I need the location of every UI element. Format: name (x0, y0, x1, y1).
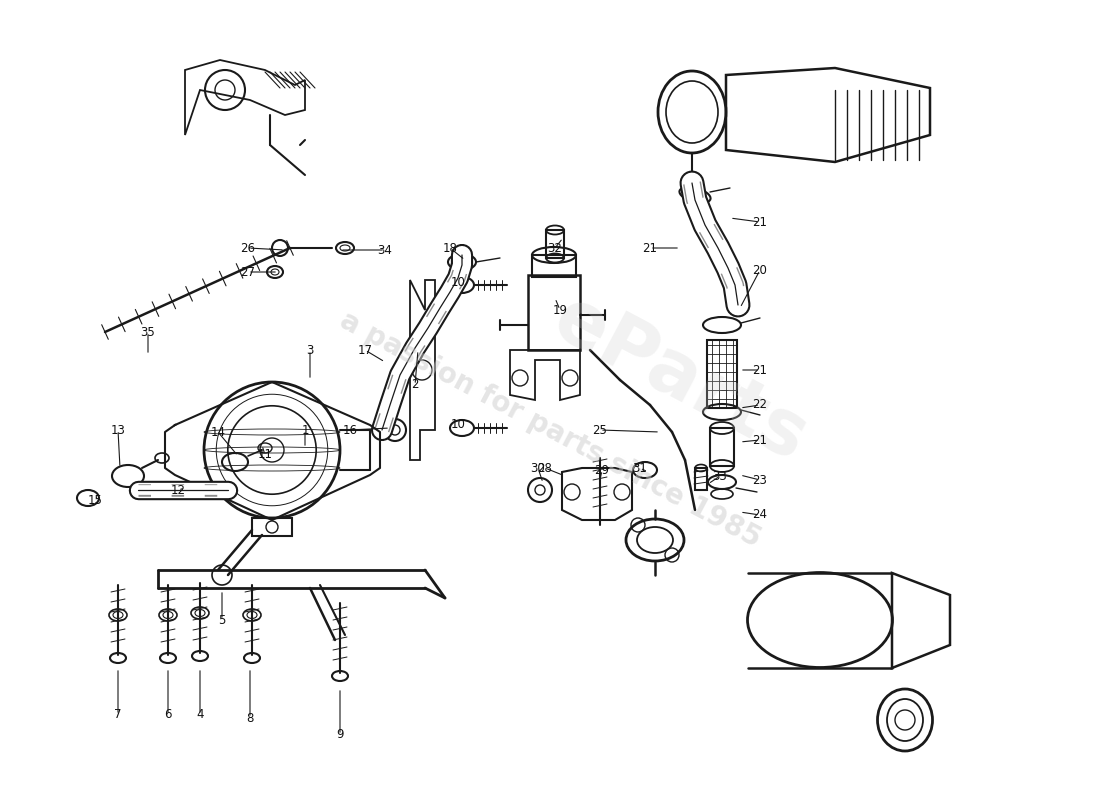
Bar (252, 518, 292, 536)
Bar (707, 340, 737, 408)
Bar (528, 275, 580, 350)
Text: 10: 10 (451, 275, 465, 289)
Text: 22: 22 (752, 398, 768, 411)
Bar (546, 230, 564, 258)
Bar (532, 255, 576, 277)
Text: 8: 8 (246, 711, 254, 725)
Text: 30: 30 (530, 462, 546, 474)
Text: 11: 11 (257, 449, 273, 462)
Text: 14: 14 (210, 426, 225, 438)
Text: 6: 6 (164, 709, 172, 722)
Text: 27: 27 (241, 266, 255, 278)
Text: eParts: eParts (540, 282, 820, 478)
Text: 23: 23 (752, 474, 768, 486)
Text: 4: 4 (196, 709, 204, 722)
Text: 1: 1 (301, 423, 309, 437)
Text: 10: 10 (451, 418, 465, 431)
Text: 24: 24 (752, 509, 768, 522)
Text: 7: 7 (114, 709, 122, 722)
Text: a passion for parts since 1985: a passion for parts since 1985 (334, 306, 766, 554)
Text: 12: 12 (170, 483, 186, 497)
Text: 16: 16 (342, 423, 358, 437)
Text: 25: 25 (593, 423, 607, 437)
Text: 21: 21 (752, 434, 768, 446)
Text: 31: 31 (632, 462, 648, 474)
Text: 3: 3 (306, 343, 313, 357)
Text: 21: 21 (642, 242, 658, 254)
Text: 35: 35 (141, 326, 155, 338)
Text: 26: 26 (241, 242, 255, 254)
Text: 28: 28 (538, 462, 552, 474)
Text: 2: 2 (411, 378, 419, 391)
Text: 34: 34 (377, 243, 393, 257)
Text: 9: 9 (337, 729, 343, 742)
Bar (710, 428, 734, 466)
Text: 20: 20 (752, 263, 768, 277)
Text: 21: 21 (752, 215, 768, 229)
Text: 18: 18 (442, 242, 458, 254)
Text: 19: 19 (552, 303, 568, 317)
Text: 33: 33 (713, 470, 727, 482)
Bar (695, 468, 707, 490)
Text: 17: 17 (358, 343, 373, 357)
Text: 15: 15 (88, 494, 102, 506)
Text: 13: 13 (111, 423, 125, 437)
Text: 5: 5 (218, 614, 226, 626)
Text: 32: 32 (548, 242, 562, 254)
Text: 21: 21 (752, 363, 768, 377)
Text: 29: 29 (594, 463, 609, 477)
